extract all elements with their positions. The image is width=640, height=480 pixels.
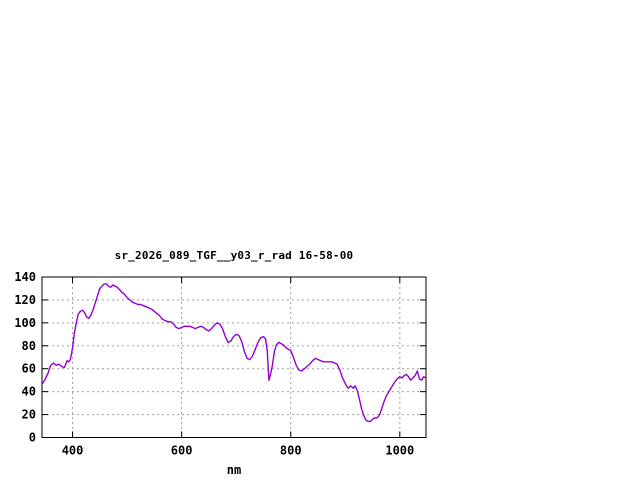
y-tick-label: 60	[22, 362, 36, 376]
x-tick-label: 800	[280, 444, 302, 458]
y-tick-label: 20	[22, 408, 36, 422]
x-tick-label: 600	[171, 444, 193, 458]
y-tick-label: 0	[29, 431, 36, 445]
y-tick-label: 100	[14, 316, 36, 330]
x-tick-label: 400	[62, 444, 84, 458]
y-tick-label: 140	[14, 270, 36, 284]
x-tick-label: 1000	[385, 444, 414, 458]
y-tick-label: 40	[22, 385, 36, 399]
y-tick-label: 80	[22, 339, 36, 353]
y-tick-label: 120	[14, 293, 36, 307]
chart-title: sr_2026_089_TGF__y03_r_rad 16-58-00	[114, 249, 354, 262]
data-line	[41, 283, 427, 423]
plot-border	[41, 276, 427, 438]
x-axis-label: nm	[226, 463, 242, 477]
